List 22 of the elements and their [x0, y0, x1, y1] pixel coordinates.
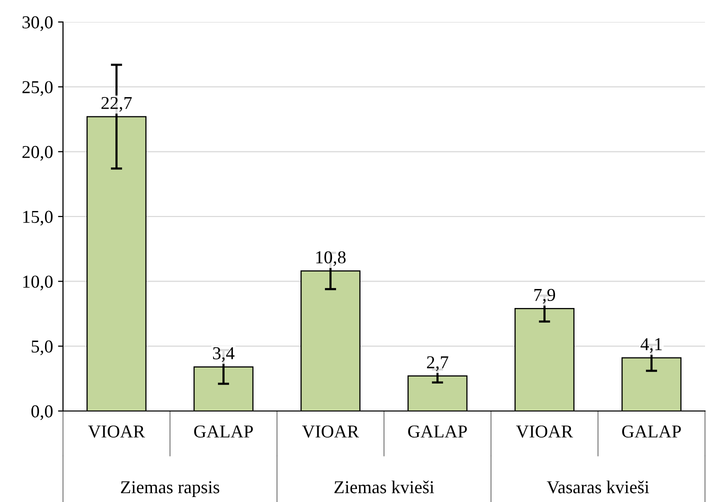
y-tick-label: 5,0: [32, 340, 53, 356]
x-tick-label: GALAP: [194, 425, 253, 438]
x-tick-label: GALAP: [622, 425, 681, 438]
y-tick-label: 0,0: [31, 405, 53, 420]
data-label: 7,9: [534, 288, 556, 304]
x-tick-label: VIOAR: [88, 425, 146, 438]
data-label: 3,4: [213, 347, 235, 362]
y-tick-label: 20,0: [22, 146, 53, 161]
y-tick-label: 15,0: [23, 210, 53, 226]
y-tick-label: 30,0: [22, 16, 53, 32]
text: Ziemas rapsis: [120, 481, 220, 497]
x-tick-label: VIOAR: [302, 425, 360, 438]
data-label: 22,7: [101, 96, 132, 112]
x-tick-label: VIOAR: [516, 425, 574, 438]
text: Ziemas kvieši: [334, 480, 434, 494]
x-tick-label: GALAP: [408, 425, 467, 438]
data-label: 2,7: [427, 356, 448, 372]
data-label: 4,1: [640, 338, 662, 353]
data-label: 10,8: [316, 251, 346, 266]
y-tick-label: 25,0: [22, 81, 53, 96]
text: Vasaras kvieši: [546, 480, 650, 494]
y-tick-label: 10,0: [23, 276, 53, 290]
